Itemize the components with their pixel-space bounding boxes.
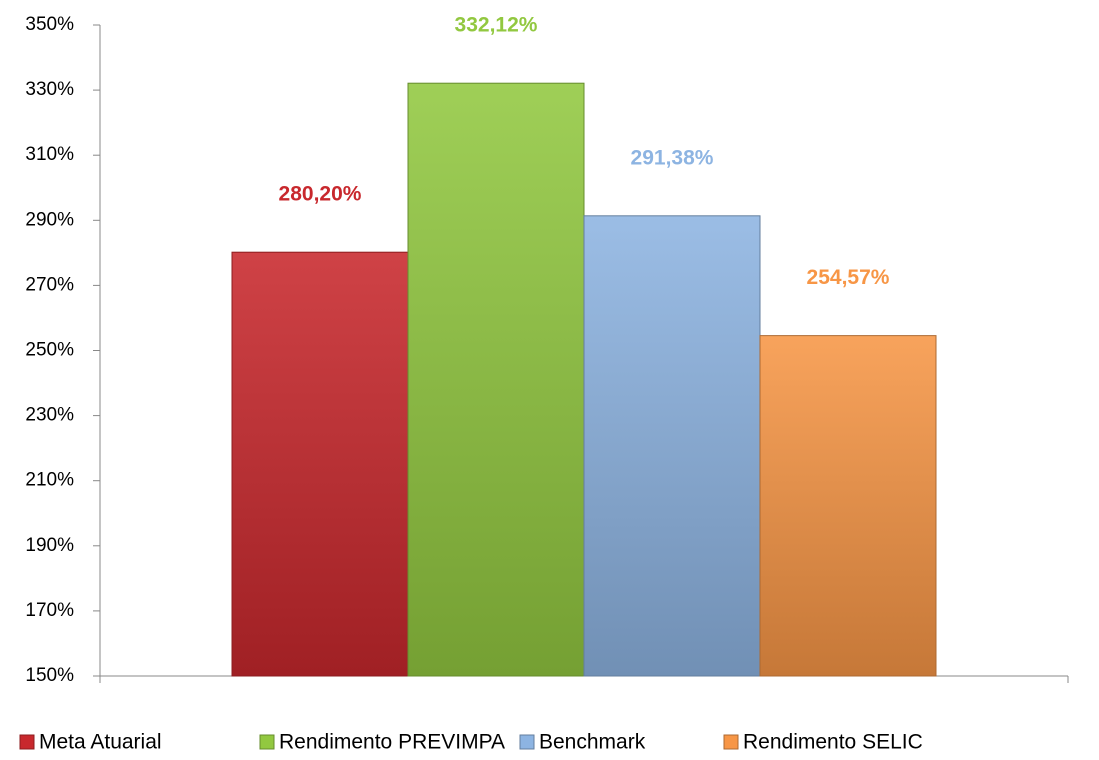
- value-label: 291,38%: [631, 146, 714, 169]
- legend-label: Meta Atuarial: [39, 731, 162, 754]
- y-tick-label: 230%: [25, 405, 74, 426]
- y-tick-label: 210%: [25, 470, 74, 491]
- bar: [231, 251, 409, 677]
- legend-swatch: [19, 734, 35, 750]
- legend-label: Benchmark: [539, 731, 646, 754]
- legend-swatch: [723, 734, 739, 750]
- y-tick-label: 330%: [25, 79, 74, 100]
- y-tick-label: 170%: [25, 600, 74, 621]
- bar: [759, 335, 937, 677]
- legend-label: Rendimento PREVIMPA: [279, 731, 505, 754]
- legend-swatch: [519, 734, 535, 750]
- value-label: 332,12%: [455, 14, 538, 37]
- y-tick-label: 250%: [25, 340, 74, 361]
- y-tick-label: 310%: [25, 144, 74, 165]
- value-label: 254,57%: [807, 266, 890, 289]
- legend-swatch: [259, 734, 275, 750]
- y-tick-label: 190%: [25, 535, 74, 556]
- legend-label: Rendimento SELIC: [743, 731, 923, 754]
- bar: [407, 82, 585, 677]
- y-tick-label: 270%: [25, 274, 74, 295]
- bar: [583, 215, 761, 677]
- y-tick-label: 150%: [25, 665, 74, 686]
- y-tick-label: 350%: [25, 14, 74, 35]
- y-tick-label: 290%: [25, 209, 74, 230]
- value-label: 280,20%: [279, 183, 362, 206]
